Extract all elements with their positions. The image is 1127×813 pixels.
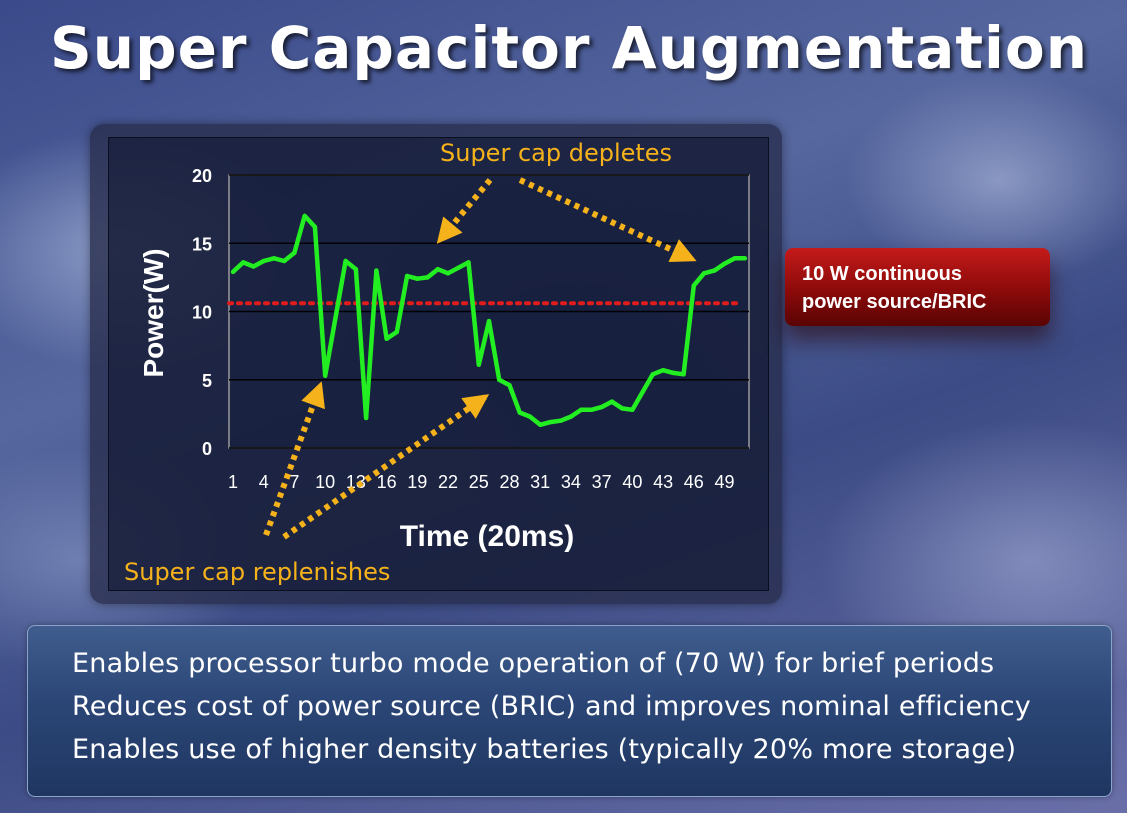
data-point bbox=[527, 414, 533, 419]
data-point bbox=[466, 260, 471, 265]
x-tick-label: 49 bbox=[715, 472, 735, 492]
x-tick-label: 43 bbox=[653, 472, 673, 492]
data-point bbox=[712, 268, 717, 273]
data-point bbox=[548, 419, 553, 425]
x-tick-label: 16 bbox=[377, 472, 397, 492]
data-point bbox=[333, 316, 338, 321]
data-point bbox=[456, 265, 461, 271]
chart-plot-frame bbox=[108, 137, 769, 591]
data-point bbox=[415, 276, 420, 281]
data-point bbox=[568, 414, 574, 419]
data-point bbox=[589, 407, 594, 412]
data-point bbox=[486, 318, 492, 324]
data-point bbox=[742, 256, 748, 261]
data-point bbox=[322, 373, 328, 378]
x-tick-labels: 1 4 7 10 13 16 19 22 25 28 31 34 37 40 43 46 49 bbox=[228, 472, 735, 492]
bullet-panel: Enables processor turbo mode operation o… bbox=[27, 625, 1112, 797]
data-point bbox=[302, 213, 307, 219]
data-point bbox=[691, 283, 696, 288]
bullet-item: Enables use of higher density batteries … bbox=[72, 734, 1017, 765]
data-point bbox=[374, 268, 379, 273]
data-point bbox=[384, 336, 389, 341]
data-point bbox=[722, 261, 727, 266]
x-axis-label: Time (20ms) bbox=[400, 520, 575, 553]
data-point bbox=[251, 264, 256, 269]
data-point bbox=[363, 415, 369, 421]
y-tick-label: 20 bbox=[192, 166, 212, 186]
annotation-replenishes: Super cap replenishes bbox=[124, 558, 390, 586]
annotation-arrows bbox=[263, 177, 697, 540]
data-point bbox=[640, 389, 645, 395]
bullet-item: Reduces cost of power source (BRIC) and … bbox=[72, 691, 1031, 722]
y-tick-labels: 0 5 10 15 20 bbox=[192, 166, 212, 459]
x-tick-label: 37 bbox=[592, 472, 612, 492]
data-point bbox=[241, 260, 246, 265]
annotation-arrow bbox=[263, 381, 325, 537]
annotation-depletes: Super cap depletes bbox=[440, 139, 672, 167]
data-point bbox=[312, 224, 318, 230]
data-point bbox=[435, 266, 440, 272]
data-point bbox=[701, 271, 707, 276]
x-tick-label: 46 bbox=[684, 472, 704, 492]
data-point bbox=[282, 258, 287, 264]
y-axis-label: Power(W) bbox=[138, 248, 169, 377]
data-point bbox=[230, 269, 236, 275]
data-point bbox=[271, 256, 277, 261]
x-tick-label: 34 bbox=[561, 472, 581, 492]
data-point bbox=[404, 273, 410, 279]
grid-lines bbox=[229, 174, 749, 449]
data-point bbox=[476, 362, 481, 367]
data-point bbox=[497, 377, 502, 382]
y-tick-label: 5 bbox=[202, 371, 212, 391]
data-point bbox=[660, 367, 666, 373]
x-tick-label: 25 bbox=[469, 472, 489, 492]
data-point bbox=[517, 410, 522, 415]
y-tick-label: 15 bbox=[192, 234, 212, 254]
data-point bbox=[578, 407, 584, 412]
x-tick-label: 7 bbox=[289, 472, 299, 492]
power-source-callout: 10 W continuous power source/BRIC bbox=[785, 248, 1050, 326]
data-point bbox=[671, 370, 676, 376]
data-point bbox=[507, 383, 512, 388]
data-point bbox=[650, 372, 656, 377]
x-tick-label: 1 bbox=[228, 472, 238, 492]
annotation-arrow bbox=[282, 394, 490, 540]
y-tick-label: 0 bbox=[202, 439, 212, 459]
bullet-item: Enables processor turbo mode operation o… bbox=[72, 648, 995, 679]
data-point bbox=[343, 258, 348, 264]
data-point bbox=[445, 271, 451, 276]
data-point bbox=[538, 422, 543, 427]
data-point bbox=[353, 266, 359, 272]
annotation-arrow bbox=[518, 177, 697, 263]
callout-line-1: 10 W continuous bbox=[802, 263, 962, 285]
data-point bbox=[394, 329, 400, 335]
data-point bbox=[599, 404, 604, 410]
data-point bbox=[292, 250, 297, 256]
data-point bbox=[261, 258, 266, 264]
y-tick-label: 10 bbox=[192, 303, 212, 323]
data-point bbox=[732, 256, 737, 261]
data-point bbox=[425, 275, 430, 280]
data-point bbox=[681, 372, 686, 377]
x-tick-label: 40 bbox=[622, 472, 642, 492]
callout-line-2: power source/BRIC bbox=[802, 291, 987, 313]
data-point bbox=[619, 406, 625, 411]
data-point bbox=[609, 399, 615, 404]
data-point bbox=[630, 407, 635, 412]
x-tick-label: 31 bbox=[530, 472, 550, 492]
x-tick-label: 19 bbox=[407, 472, 427, 492]
data-point bbox=[558, 418, 563, 423]
x-tick-label: 22 bbox=[438, 472, 458, 492]
annotation-arrow bbox=[436, 178, 493, 244]
x-tick-label: 4 bbox=[259, 472, 269, 492]
series-line bbox=[230, 213, 748, 428]
x-tick-label: 28 bbox=[499, 472, 519, 492]
slide-title: Super Capacitor Augmentation bbox=[50, 14, 1089, 82]
x-tick-label: 10 bbox=[315, 472, 335, 492]
